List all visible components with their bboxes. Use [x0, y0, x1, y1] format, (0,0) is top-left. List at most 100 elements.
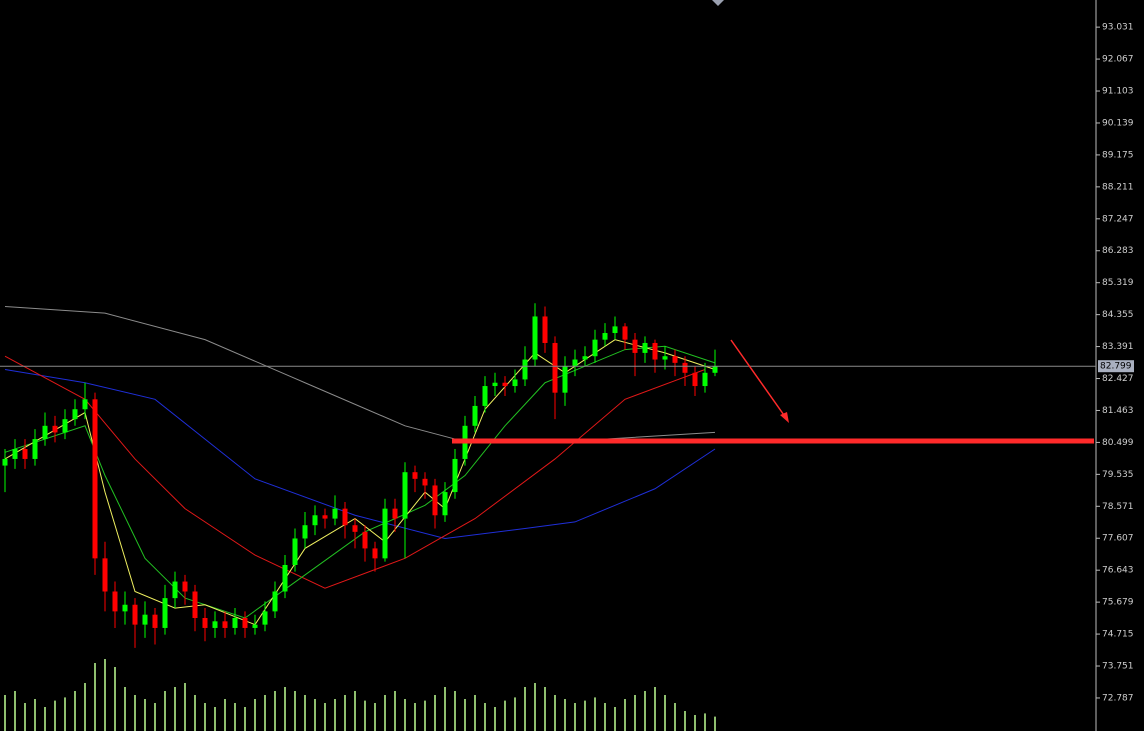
arrow-shaft — [730, 339, 787, 419]
y-tick-label: 92.067 — [1102, 55, 1134, 65]
volume-bar — [234, 703, 236, 731]
candle-body — [22, 449, 28, 459]
y-tick-label: 79.535 — [1102, 470, 1134, 480]
candle-body — [142, 614, 148, 625]
volume-bar — [324, 703, 326, 731]
volume-bar — [704, 713, 706, 731]
candle-body — [392, 508, 398, 519]
volume-bar — [294, 691, 296, 731]
volume-bar — [684, 711, 686, 731]
y-tick-label: 93.031 — [1102, 23, 1134, 33]
volume-bar — [584, 700, 586, 731]
arrow — [730, 339, 789, 423]
volume-bar — [564, 699, 566, 731]
volume-bar — [24, 703, 26, 731]
volume-bar — [414, 703, 416, 731]
volume-bar — [204, 703, 206, 731]
scroll-marker — [712, 0, 724, 6]
candle-body — [412, 472, 418, 479]
volume-bar — [654, 687, 656, 731]
candle-body — [632, 339, 638, 353]
volume-bar — [694, 715, 696, 731]
volume-bar — [14, 691, 16, 731]
volume-bar — [474, 695, 476, 731]
candle-body — [162, 598, 168, 628]
candle-body — [702, 372, 708, 387]
candle-body — [262, 611, 268, 625]
volume-bar — [144, 699, 146, 731]
volume-bar — [154, 703, 156, 731]
y-tick-label: 88.211 — [1102, 182, 1134, 192]
candle-body — [532, 316, 538, 360]
candle-body — [342, 508, 348, 526]
volume-bar — [104, 659, 106, 731]
candle-body — [452, 458, 458, 493]
candle-body — [482, 386, 488, 406]
candle-body — [2, 458, 8, 466]
y-tick-label: 82.427 — [1102, 374, 1134, 384]
price-label-box — [1098, 360, 1134, 373]
volume-bar — [614, 707, 616, 731]
candle-body — [82, 399, 88, 410]
candle-body — [492, 382, 498, 387]
candle-body — [172, 581, 178, 599]
candle-body — [252, 624, 258, 628]
volume-bar — [114, 667, 116, 731]
y-tick-label: 74.715 — [1102, 630, 1134, 640]
y-tick-label: 76.643 — [1102, 566, 1134, 576]
volume-bar — [524, 687, 526, 731]
volume-bar — [634, 695, 636, 731]
candle-body — [212, 621, 218, 628]
volume-bar — [504, 700, 506, 731]
candle-body — [382, 508, 388, 559]
y-tick-label: 87.247 — [1102, 214, 1134, 224]
volume-bar — [314, 699, 316, 731]
volume-bar — [424, 700, 426, 731]
candle-body — [132, 604, 138, 625]
candle-body — [442, 492, 448, 516]
candle-body — [512, 379, 518, 387]
volume-bar — [124, 687, 126, 731]
volume-bar — [454, 691, 456, 731]
y-tick-label: 77.607 — [1102, 534, 1134, 544]
volume-bar — [44, 707, 46, 731]
volume-bar — [224, 699, 226, 731]
volume-bar — [344, 695, 346, 731]
volume-bar — [194, 695, 196, 731]
candle-body — [62, 419, 68, 433]
volume-bar — [554, 695, 556, 731]
volume-bar — [714, 716, 716, 731]
candle-body — [542, 316, 548, 343]
volume-bar — [164, 691, 166, 731]
candle-body — [422, 478, 428, 486]
candle-body — [652, 342, 658, 360]
candle-body — [292, 538, 298, 565]
candle-body — [322, 515, 328, 519]
y-tick-label: 86.283 — [1102, 246, 1134, 256]
volume-bar — [594, 697, 596, 731]
candle-body — [72, 409, 78, 420]
volume-bar — [374, 703, 376, 731]
candle-body — [332, 508, 338, 519]
volume-bar — [274, 691, 276, 731]
y-tick-label: 90.139 — [1102, 118, 1134, 128]
y-tick-label: 89.175 — [1102, 150, 1134, 160]
volume-bar — [34, 699, 36, 731]
volume-bar — [464, 699, 466, 731]
arrow-head — [780, 412, 789, 423]
volume-bar — [304, 695, 306, 731]
volume-bar — [574, 703, 576, 731]
candle-body — [52, 425, 58, 433]
volume-bar — [364, 700, 366, 731]
candle-body — [612, 326, 618, 334]
ma-line — [4, 368, 716, 539]
volume-bar — [254, 699, 256, 731]
y-tick-label: 85.319 — [1102, 278, 1134, 288]
candle-body — [432, 485, 438, 516]
volume-bar — [514, 697, 516, 731]
candle-body — [622, 326, 628, 340]
candle-body — [232, 618, 238, 628]
candle-body — [222, 621, 228, 628]
